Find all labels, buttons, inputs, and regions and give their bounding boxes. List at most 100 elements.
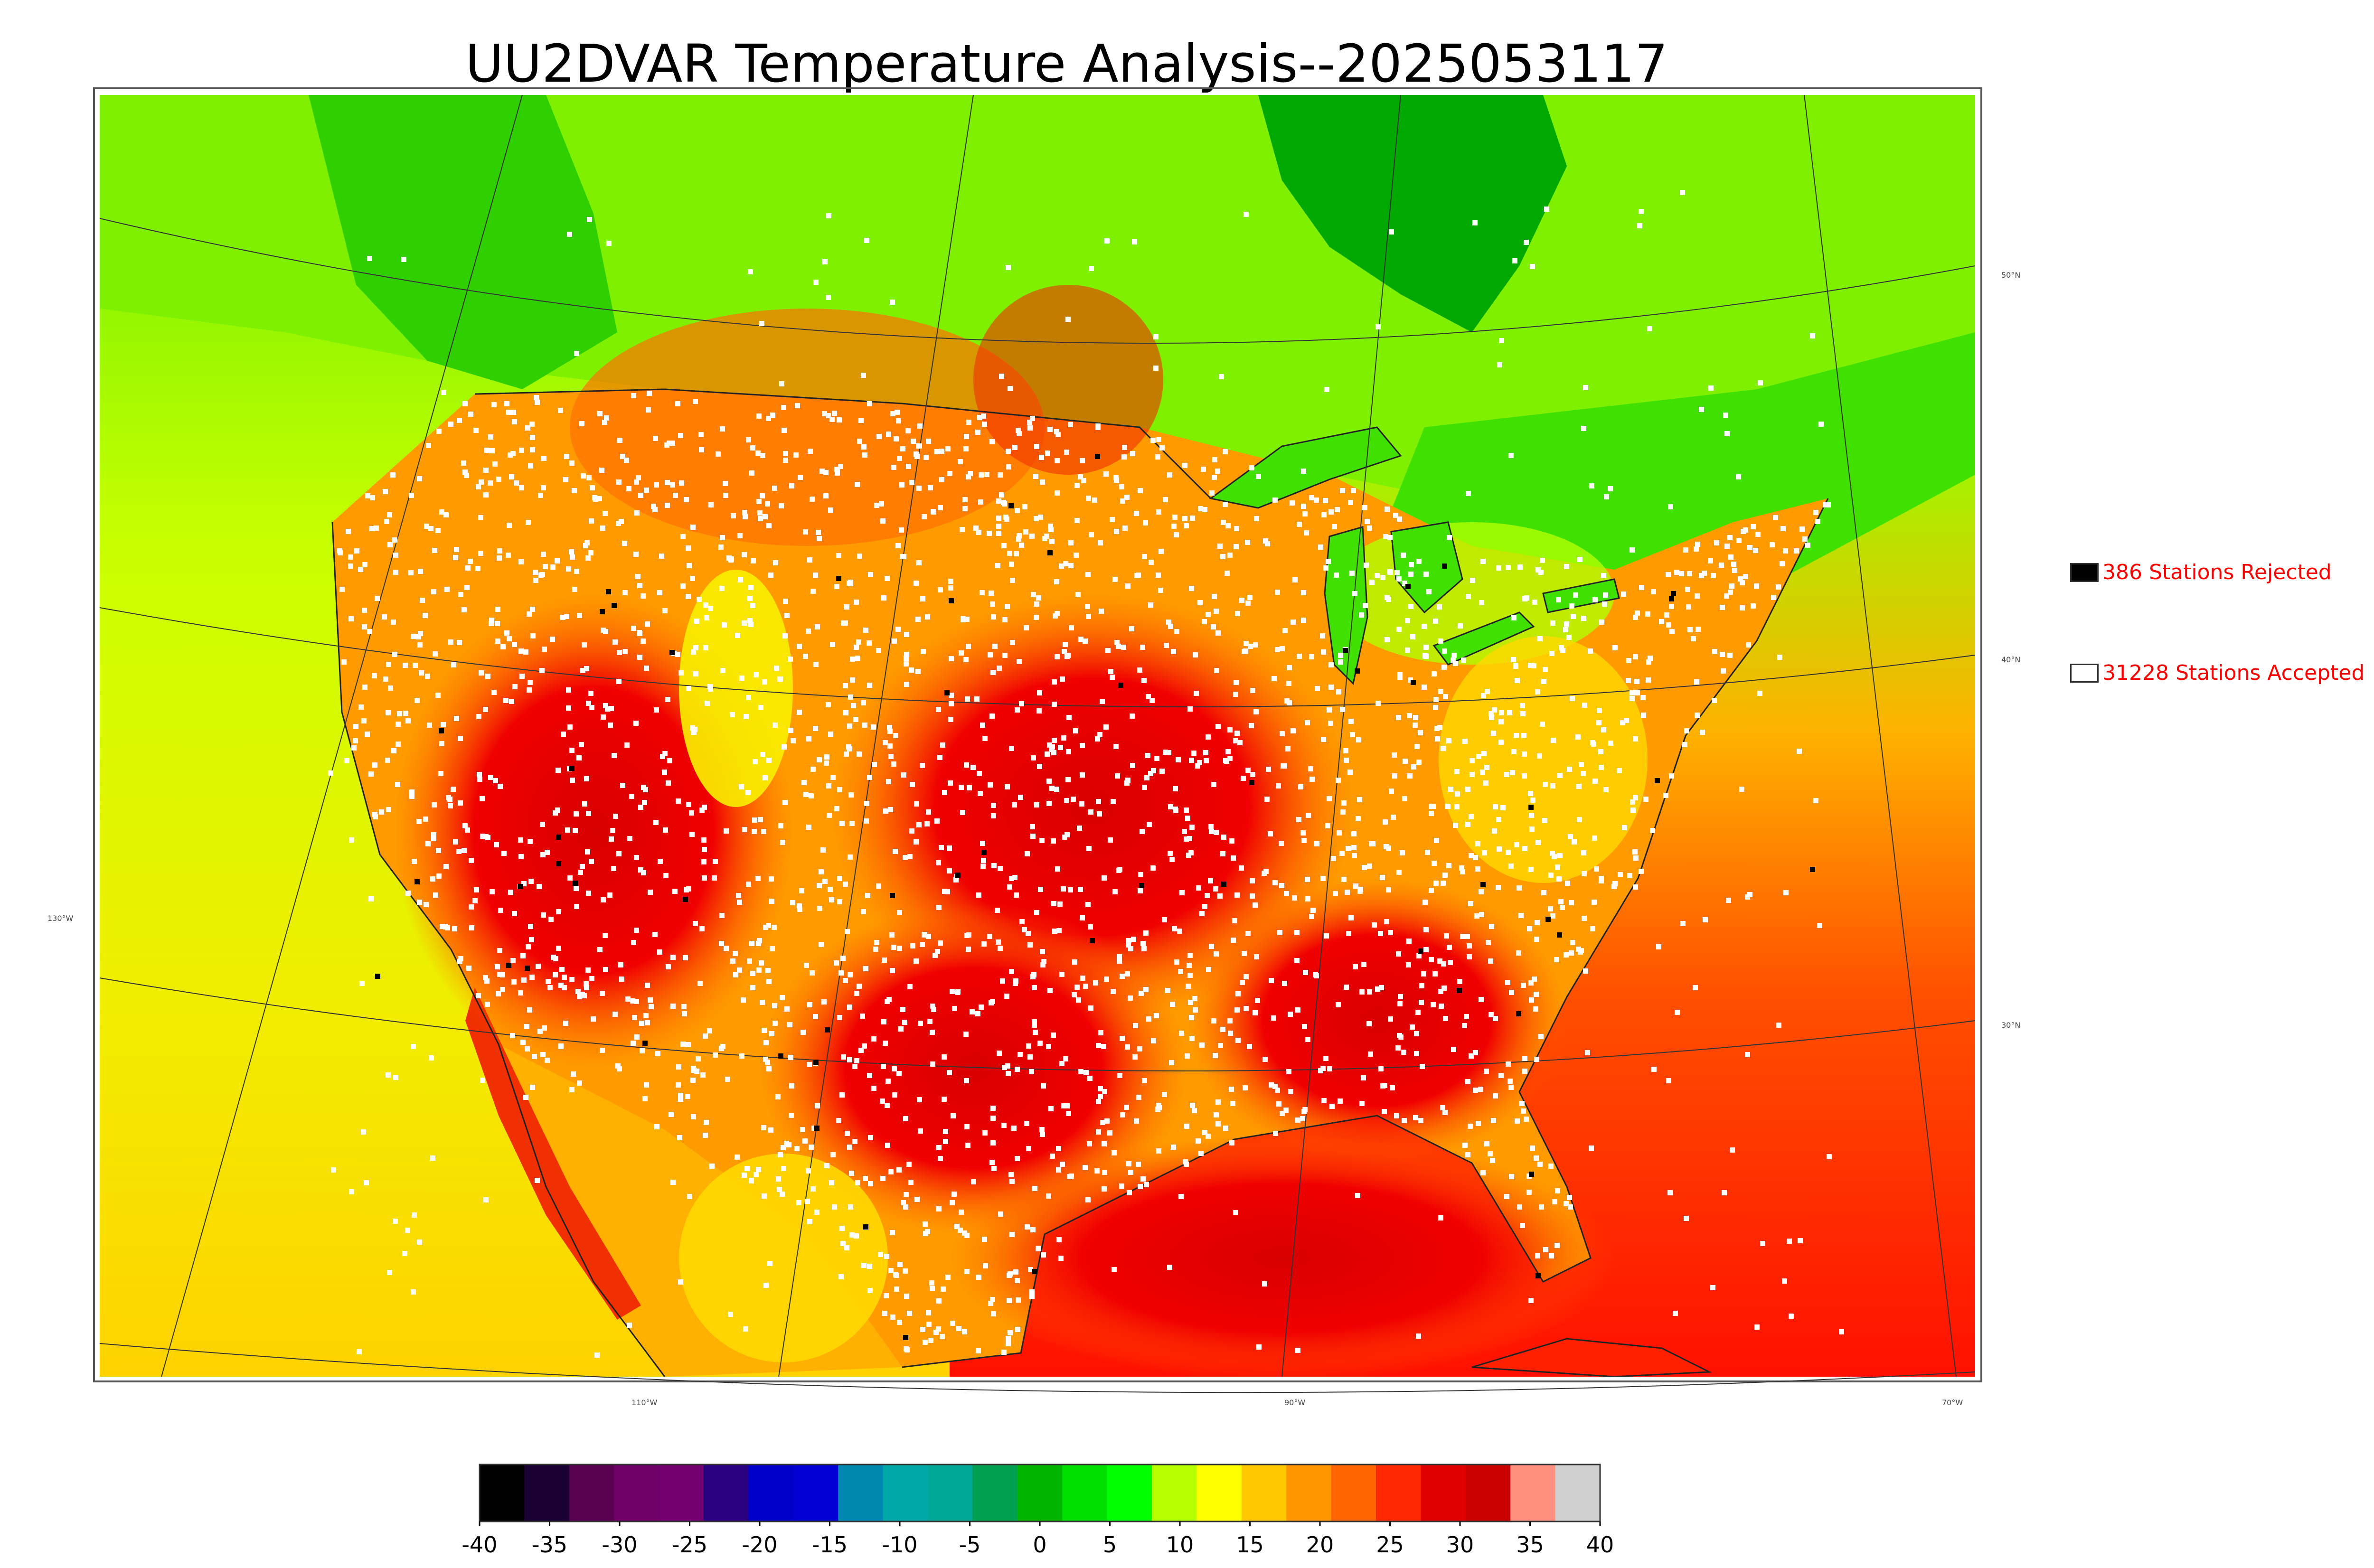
station-marker: [819, 942, 824, 947]
station-marker: [1041, 1083, 1046, 1089]
station-marker: [884, 1293, 889, 1298]
station-marker: [1114, 478, 1119, 483]
station-marker: [964, 1269, 970, 1274]
station-marker: [1538, 1034, 1544, 1039]
station-marker: [766, 416, 771, 421]
station-marker: [1408, 604, 1413, 609]
station-marker: [1410, 1024, 1415, 1030]
station-marker: [1751, 524, 1756, 529]
station-marker: [429, 1055, 434, 1061]
station-marker: [1515, 678, 1520, 683]
station-marker: [497, 972, 502, 977]
station-marker: [1663, 793, 1668, 798]
station-marker: [867, 1288, 873, 1293]
station-marker: [445, 925, 450, 930]
station-marker: [1630, 547, 1635, 553]
colorbar-segment: [569, 1465, 615, 1521]
station-marker: [1497, 362, 1502, 367]
station-marker: [1144, 775, 1149, 780]
station-marker: [1511, 749, 1517, 754]
station-marker: [1120, 974, 1125, 979]
station-marker: [983, 1263, 988, 1268]
station-marker: [693, 645, 698, 650]
station-marker: [890, 893, 895, 898]
station-marker: [887, 729, 893, 734]
station-marker: [897, 910, 902, 915]
station-marker: [1541, 890, 1546, 895]
station-marker: [664, 442, 669, 448]
station-marker: [971, 1179, 976, 1184]
station-marker: [537, 1029, 543, 1034]
station-marker: [1017, 1052, 1023, 1057]
station-marker: [854, 991, 859, 996]
station-marker: [806, 629, 811, 634]
station-marker: [541, 485, 546, 490]
station-marker: [1027, 942, 1033, 948]
station-marker: [1211, 624, 1216, 629]
station-marker: [527, 687, 532, 693]
station-marker: [1220, 1027, 1225, 1032]
station-marker: [718, 545, 724, 550]
station-marker: [1243, 1085, 1248, 1090]
station-marker: [999, 492, 1004, 498]
station-marker: [1396, 951, 1401, 957]
station-marker: [759, 960, 764, 966]
station-marker: [1140, 645, 1145, 650]
station-marker: [1323, 565, 1328, 571]
station-marker: [1367, 526, 1372, 531]
station-marker: [1030, 416, 1035, 421]
colorbar-segment: [838, 1465, 884, 1521]
station-marker: [464, 585, 470, 590]
station-marker: [533, 578, 538, 583]
station-marker: [1789, 1314, 1794, 1319]
station-marker: [989, 1160, 995, 1165]
station-marker: [1122, 526, 1128, 531]
station-marker: [1301, 618, 1306, 623]
station-marker: [1533, 1006, 1538, 1012]
station-marker: [789, 483, 794, 488]
station-marker: [1465, 787, 1470, 792]
station-marker: [589, 859, 594, 864]
station-marker: [730, 958, 735, 964]
station-marker: [1125, 583, 1130, 589]
station-marker: [1542, 818, 1547, 823]
station-marker: [739, 784, 744, 789]
station-marker: [1549, 1253, 1554, 1258]
colorbar-segment: [659, 1465, 704, 1521]
station-marker: [457, 959, 462, 964]
colorbar-segment: [1421, 1465, 1466, 1521]
station-marker: [890, 1314, 895, 1320]
station-marker: [1323, 498, 1328, 503]
station-marker: [1521, 983, 1526, 988]
station-marker: [597, 947, 603, 952]
station-marker: [1637, 223, 1642, 228]
station-marker: [826, 702, 831, 707]
station-marker: [1037, 690, 1042, 695]
station-marker: [743, 1326, 748, 1332]
station-marker: [525, 966, 530, 971]
station-marker: [905, 428, 911, 433]
station-marker: [1036, 1246, 1041, 1251]
station-marker: [545, 850, 550, 855]
station-marker: [1244, 974, 1249, 979]
station-marker: [436, 873, 442, 879]
station-marker: [949, 693, 954, 698]
station-marker: [458, 592, 463, 597]
station-marker: [1208, 824, 1214, 829]
station-marker: [1047, 550, 1053, 555]
station-marker: [1026, 931, 1031, 936]
station-marker: [1309, 914, 1314, 919]
station-marker: [1305, 896, 1310, 901]
station-marker: [1363, 603, 1368, 608]
station-marker: [624, 458, 629, 463]
station-marker: [660, 754, 665, 759]
station-marker: [1328, 685, 1334, 690]
station-marker: [741, 997, 746, 1003]
station-marker: [497, 548, 502, 554]
station-marker: [920, 596, 925, 601]
station-marker: [784, 613, 790, 618]
station-marker: [1187, 963, 1192, 968]
station-marker: [1645, 611, 1650, 617]
station-marker: [483, 1197, 489, 1202]
station-marker: [574, 351, 579, 356]
